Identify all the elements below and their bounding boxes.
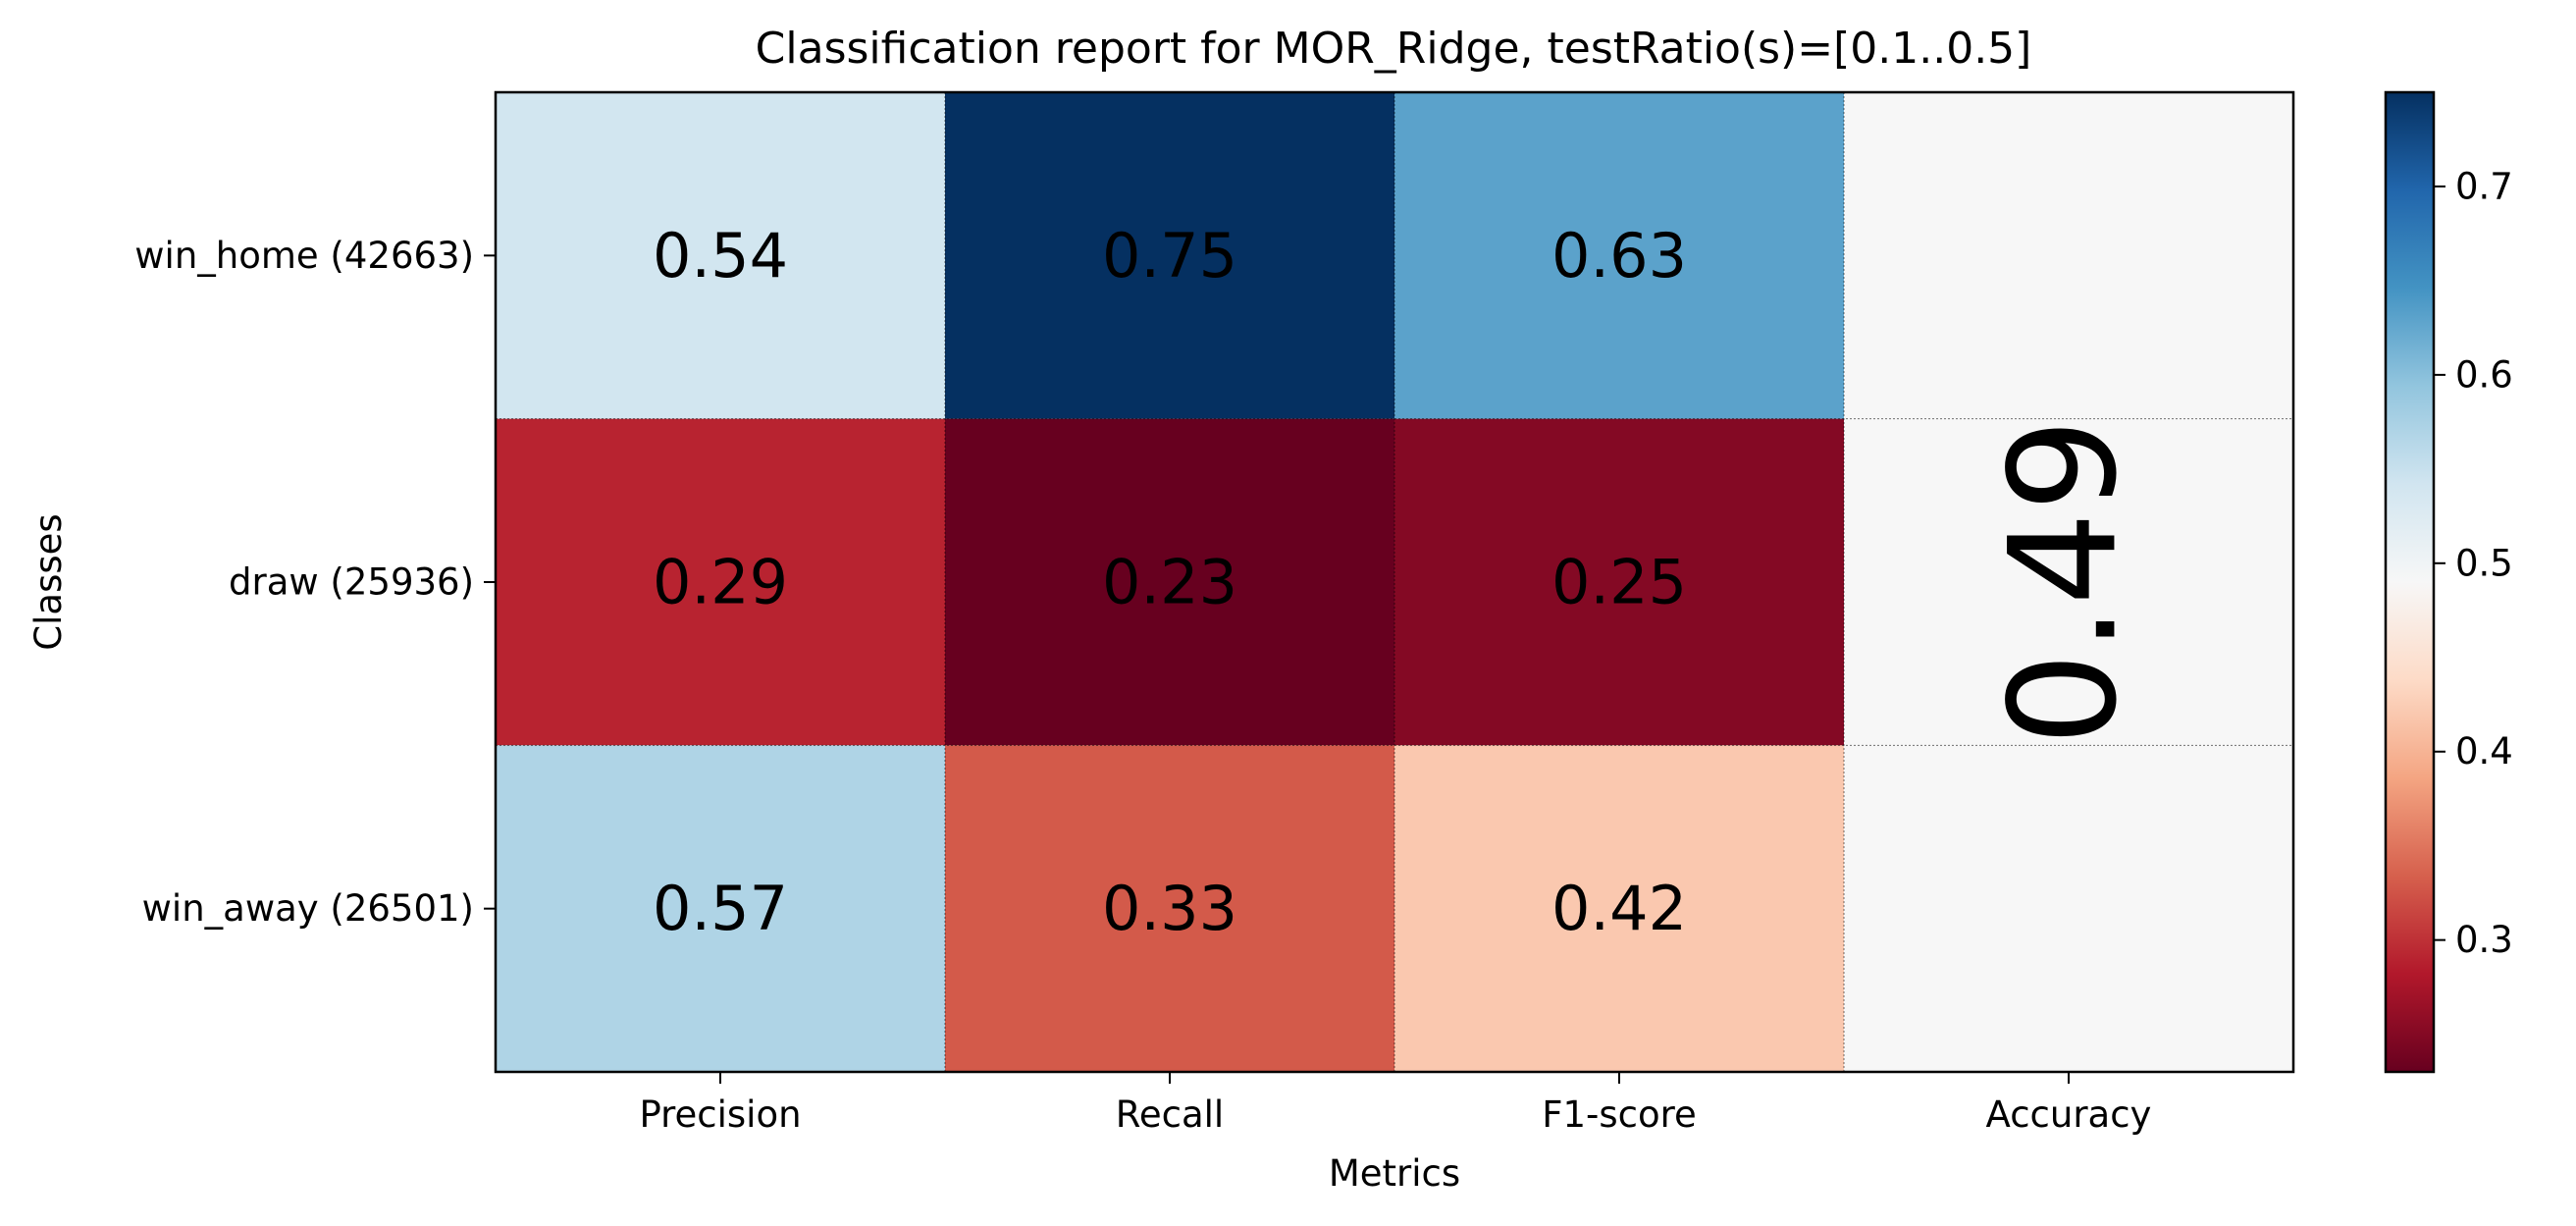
- y-tick-label: draw (25936): [229, 561, 474, 604]
- colorbar-tick-label: 0.7: [2455, 165, 2513, 207]
- heatmap-cell: [945, 745, 1394, 1072]
- colorbar-tick-label: 0.3: [2455, 919, 2513, 961]
- accuracy-cell: [1844, 92, 2293, 1072]
- x-tick-label: Accuracy: [1986, 1093, 2152, 1136]
- y-axis-label: Classes: [27, 513, 70, 650]
- cell-value-label: 0.63: [1551, 220, 1687, 292]
- heatmap-cell: [1394, 92, 1844, 419]
- cell-value-label: 0.29: [653, 547, 788, 618]
- cell-borders: [496, 92, 2293, 1072]
- cell-value-label: 0.75: [1102, 220, 1237, 292]
- colorbar: [2384, 90, 2436, 1074]
- colorbar-tick-label: 0.6: [2455, 353, 2513, 396]
- heatmap-cell: [1394, 418, 1844, 746]
- cell-value-label: 0.25: [1551, 547, 1687, 618]
- x-axis-label: Metrics: [1329, 1152, 1460, 1195]
- cell-value-labels: 0.54 0.75 0.63 0.29 0.23 0.25 0.57 0.33 0.42: [653, 220, 1687, 944]
- heatmap-cell: [496, 745, 945, 1072]
- cell-value-label: 0.57: [653, 873, 788, 944]
- y-tick-label: win_home (42663): [134, 235, 474, 277]
- colorbar-ticks: 0.3 0.4 0.5 0.6 0.7: [2434, 165, 2513, 961]
- heatmap-cell: [945, 418, 1394, 746]
- cell-value-label: 0.54: [653, 220, 788, 292]
- x-axis-ticks: Precision Recall F1-score Accuracy: [639, 1072, 2151, 1136]
- heatmap-cells: [496, 92, 1844, 1072]
- x-tick-label: Recall: [1116, 1093, 1224, 1136]
- accuracy-cell-group: 0.49: [1844, 92, 2293, 1072]
- heatmap-cell: [496, 418, 945, 746]
- heatmap-cell: [1394, 745, 1844, 1072]
- y-tick-label: win_away (26501): [142, 887, 474, 930]
- cell-value-label: 0.23: [1102, 547, 1237, 618]
- x-tick-label: Precision: [639, 1093, 801, 1136]
- heatmap-cell: [945, 92, 1394, 419]
- chart-title: Classification report for MOR_Ridge, tes…: [756, 24, 2032, 74]
- accuracy-value-label: 0.49: [1978, 418, 2149, 746]
- heatmap-cell: [496, 92, 945, 419]
- colorbar-tick-label: 0.5: [2455, 542, 2513, 584]
- colorbar-tick-label: 0.4: [2455, 730, 2513, 773]
- y-axis-ticks: win_home (42663) draw (25936) win_away (26…: [134, 235, 496, 930]
- x-tick-label: F1-score: [1542, 1093, 1697, 1136]
- cell-value-label: 0.33: [1102, 873, 1237, 944]
- cell-value-label: 0.42: [1551, 873, 1687, 944]
